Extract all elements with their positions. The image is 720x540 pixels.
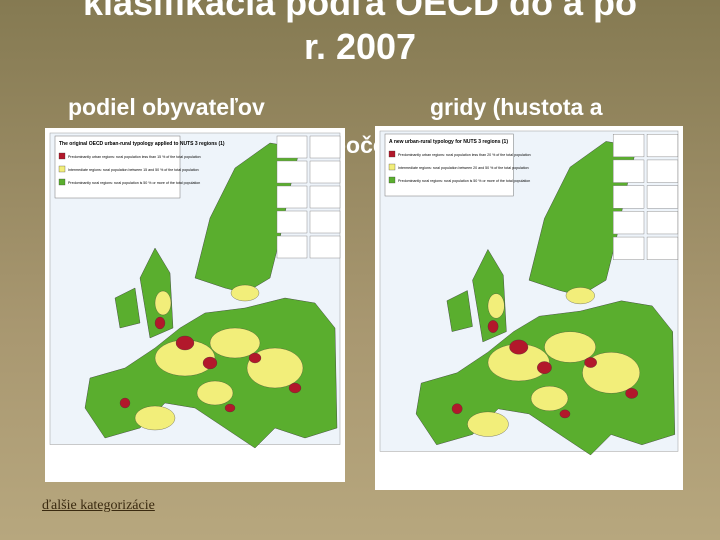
legend-swatch <box>388 176 396 184</box>
map-title: A new urban-rural typology for NUTS 3 re… <box>389 139 508 145</box>
land <box>139 247 174 339</box>
inset <box>309 235 341 259</box>
subtitle: podiel obyvateľov <box>68 94 265 120</box>
inset <box>612 211 645 235</box>
legend-swatch <box>388 150 396 158</box>
region <box>154 316 166 330</box>
region <box>625 388 638 399</box>
legend-label: Predominantly rural regions: rural popul… <box>398 179 530 183</box>
legend-box <box>54 135 181 199</box>
title-line: klasifikácia podľa OECD do a po <box>82 0 637 23</box>
legend-label: Intermediate regions: rural population b… <box>398 166 529 170</box>
legend-label: Intermediate regions: rural population b… <box>68 168 199 172</box>
inset <box>612 236 645 260</box>
inset <box>309 160 341 184</box>
inset <box>276 185 308 209</box>
inset <box>276 210 308 234</box>
map-image: The original OECD urban-rural typology a… <box>45 128 345 482</box>
region <box>509 339 529 355</box>
region <box>537 361 552 374</box>
inset <box>646 134 679 158</box>
inset <box>276 160 308 184</box>
subtitle: gridy (hustota a <box>430 94 603 120</box>
inset <box>612 159 645 183</box>
region <box>119 397 131 409</box>
inset <box>309 135 341 159</box>
region <box>584 357 597 368</box>
region <box>559 409 571 419</box>
inset <box>309 185 341 209</box>
inset <box>276 235 308 259</box>
link[interactable]: ďalšie kategorizácie <box>42 498 155 513</box>
land <box>114 287 141 329</box>
title-line: r. 2007 <box>303 26 417 67</box>
region <box>530 385 569 411</box>
region <box>154 290 172 316</box>
inset <box>646 211 679 235</box>
region <box>134 405 176 431</box>
land <box>472 248 507 343</box>
legend-label: Predominantly urban regions: rural popul… <box>68 155 201 159</box>
region <box>209 327 261 359</box>
legend-swatch <box>388 163 396 171</box>
inset <box>276 135 308 159</box>
legend-swatch <box>58 152 66 160</box>
region <box>565 287 595 305</box>
region <box>487 293 505 319</box>
map: The original OECD urban-rural typology a… <box>49 132 341 449</box>
inset <box>646 159 679 183</box>
region <box>230 284 260 302</box>
region <box>175 335 195 351</box>
inset <box>612 134 645 158</box>
region <box>248 352 262 364</box>
legend-swatch <box>58 165 66 173</box>
map: A new urban-rural typology for NUTS 3 re… <box>379 130 679 456</box>
region <box>487 320 499 333</box>
inset <box>646 185 679 209</box>
region <box>202 356 218 370</box>
legend-label: Predominantly urban regions: rural popul… <box>398 153 531 157</box>
region <box>467 411 509 437</box>
legend-swatch <box>58 178 66 186</box>
region <box>224 403 236 413</box>
region <box>196 380 234 406</box>
inset <box>309 210 341 234</box>
legend-label: Predominantly rural regions: rural popul… <box>68 181 200 185</box>
region <box>451 403 463 415</box>
region <box>544 331 596 363</box>
map-title: The original OECD urban-rural typology a… <box>59 141 225 147</box>
legend-box <box>384 133 514 197</box>
map-image: A new urban-rural typology for NUTS 3 re… <box>375 126 683 490</box>
inset <box>612 185 645 209</box>
inset <box>646 236 679 260</box>
land <box>446 290 473 332</box>
region <box>288 382 302 394</box>
